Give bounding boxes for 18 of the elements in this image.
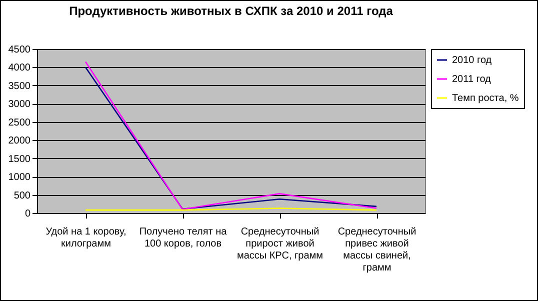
legend-label: 2010 год [452, 55, 492, 66]
y-tick-label: 4000 [8, 62, 31, 74]
x-tick-label: Среднесуточный привес живой массы свиней, грамм [338, 226, 416, 274]
y-tick-label: 0 [24, 208, 31, 220]
legend-label: Темп роста, % [452, 93, 519, 104]
y-tick-label: 3500 [8, 80, 31, 92]
y-tick-label: 2000 [8, 136, 31, 147]
x-tick-label: Получено телят на 100 коров, голов [139, 226, 228, 250]
y-tick-label: 500 [14, 190, 31, 202]
legend-label: 2011 год [452, 74, 492, 85]
y-tick-label: 4500 [8, 44, 31, 56]
chart-title: Продуктивность животных в СХПК за 2010 и 2011 года [69, 4, 394, 18]
y-tick-label: 1000 [8, 172, 31, 184]
y-tick-label: 1500 [8, 154, 31, 165]
y-tick-label: 3000 [8, 99, 31, 110]
y-tick-label: 2500 [8, 117, 31, 128]
x-tick-label: Удой на 1 корову, килограмм [46, 226, 126, 250]
x-tick-label: Среднесуточный прирост живой массы КРС, грамм [236, 226, 324, 262]
